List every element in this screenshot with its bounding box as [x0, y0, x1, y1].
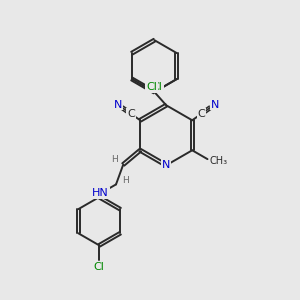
Text: Cl: Cl: [94, 262, 105, 272]
Text: C: C: [127, 109, 135, 119]
Text: CH₃: CH₃: [210, 156, 228, 166]
Text: H: H: [122, 176, 129, 185]
Text: N: N: [114, 100, 122, 110]
Text: HN: HN: [92, 188, 109, 198]
Text: N: N: [210, 100, 219, 110]
Text: H: H: [111, 155, 118, 164]
Text: Cl: Cl: [152, 82, 163, 92]
Text: C: C: [198, 109, 205, 119]
Text: Cl: Cl: [146, 82, 157, 92]
Text: N: N: [162, 160, 170, 170]
